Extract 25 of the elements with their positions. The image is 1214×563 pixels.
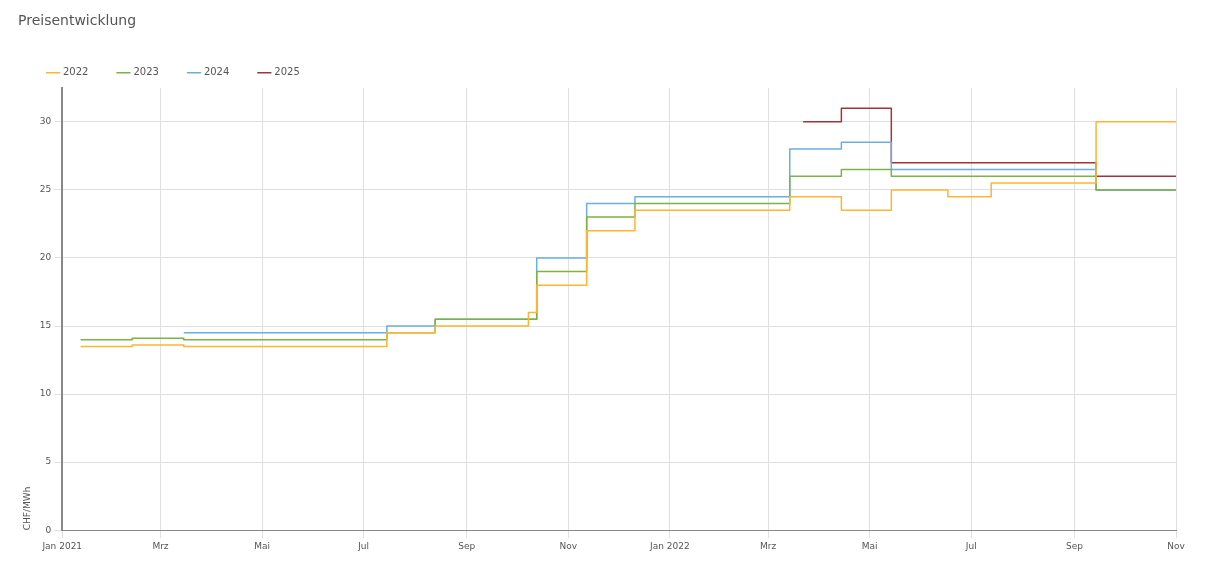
chart-title: Preisentwicklung	[18, 12, 137, 29]
x-tick-label: Sep	[1065, 540, 1084, 551]
y-tick-label: 20	[39, 252, 52, 263]
x-tick-label: Mai	[254, 540, 270, 551]
legend-label: 2023	[133, 66, 159, 78]
x-tick-label: Jan 2021	[41, 540, 83, 551]
x-tick-label: Mai	[861, 540, 878, 551]
x-tick-label: Jan 2022	[649, 540, 690, 551]
x-tick-label: Mrz	[152, 540, 169, 551]
x-tick-label: Mrz	[760, 540, 777, 551]
legend-label: 2025	[274, 66, 300, 78]
x-tick-label: Nov	[559, 540, 578, 551]
x-tick-label: Jul	[964, 540, 977, 551]
legend-label: 2024	[203, 66, 230, 78]
y-tick-label: 0	[45, 524, 52, 535]
x-tick-label: Jul	[357, 540, 370, 551]
y-tick-label: 15	[39, 320, 52, 331]
y-tick-label: 10	[39, 388, 52, 399]
y-tick-label: 30	[39, 116, 52, 127]
x-tick-label: Nov	[1167, 540, 1186, 551]
x-tick-label: Sep	[458, 540, 476, 551]
y-axis-title: CHF/MWh	[21, 486, 32, 531]
legend-label: 2022	[63, 66, 89, 78]
y-tick-label: 25	[39, 184, 52, 195]
y-tick-label: 5	[45, 456, 52, 467]
